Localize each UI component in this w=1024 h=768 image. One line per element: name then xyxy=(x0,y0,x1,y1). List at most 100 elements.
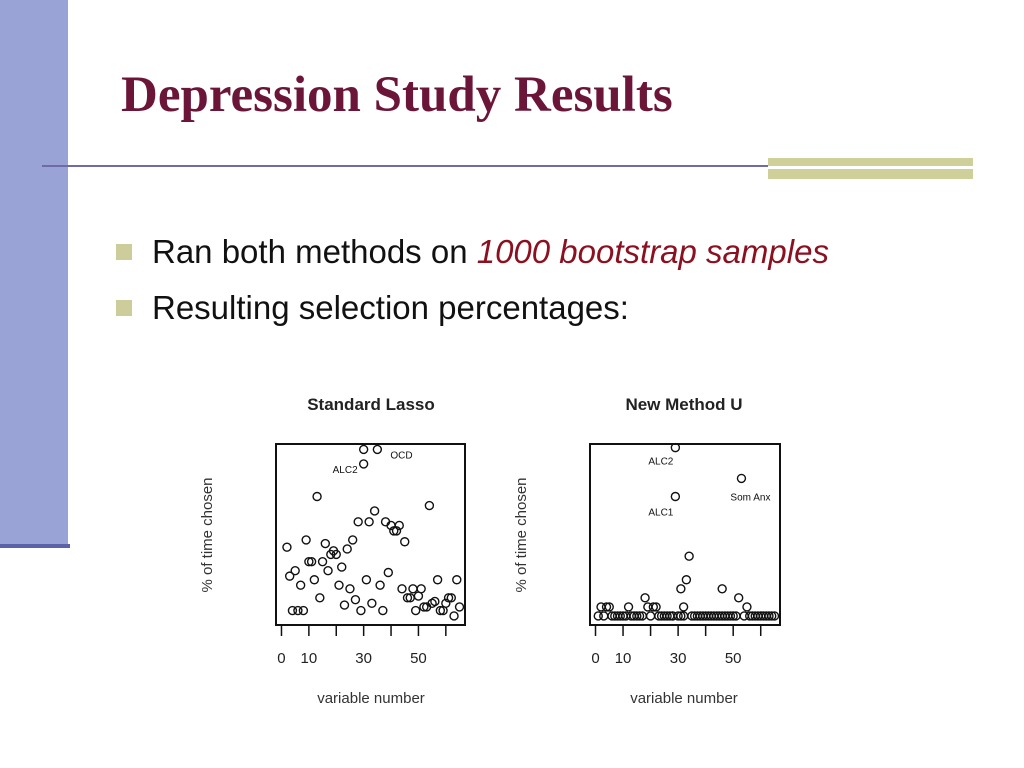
x-tick-label: 30 xyxy=(670,650,687,667)
data-point xyxy=(452,575,462,585)
data-point xyxy=(681,575,692,585)
bullet-item: Ran both methods on 1000 bootstrap sampl… xyxy=(116,230,829,286)
data-point xyxy=(667,611,678,621)
data-point xyxy=(337,562,347,572)
plot-frame xyxy=(589,443,781,626)
data-point xyxy=(684,551,694,561)
data-point xyxy=(312,491,322,502)
data-point xyxy=(383,567,394,578)
title-divider xyxy=(42,165,972,167)
x-tick-label: 10 xyxy=(301,650,318,667)
data-point xyxy=(410,605,421,616)
data-point xyxy=(315,593,325,603)
bullet-text: Resulting selection percentages: xyxy=(152,289,629,326)
data-point xyxy=(317,556,328,567)
data-point xyxy=(736,473,747,484)
data-point xyxy=(441,598,451,608)
left-accent-bar-shadow xyxy=(0,544,70,548)
data-point xyxy=(670,491,681,502)
data-point xyxy=(733,593,744,603)
y-axis-label: % of time chosen xyxy=(513,477,530,592)
point-annotation: ALC2 xyxy=(333,465,358,476)
chart-title: New Method U xyxy=(625,395,742,414)
data-point xyxy=(358,444,369,455)
data-point xyxy=(369,506,380,516)
data-point xyxy=(284,571,295,581)
data-point xyxy=(725,611,736,621)
data-point xyxy=(304,556,314,567)
data-point xyxy=(301,535,311,545)
data-point xyxy=(662,611,672,621)
data-point xyxy=(670,442,681,453)
bullet-list: Ran both methods on 1000 bootstrap sampl… xyxy=(116,230,829,342)
data-point xyxy=(640,593,650,603)
data-point xyxy=(358,459,369,469)
data-point xyxy=(342,544,352,554)
data-point xyxy=(295,580,306,590)
data-point xyxy=(389,526,399,536)
data-point xyxy=(375,580,385,590)
data-point xyxy=(769,611,780,621)
data-point xyxy=(678,602,689,612)
left-accent-bar xyxy=(0,0,68,547)
bullet-text: Ran both methods on xyxy=(152,233,477,270)
data-point xyxy=(364,517,374,527)
data-point xyxy=(397,584,407,594)
data-point xyxy=(353,517,363,527)
x-tick-label: 0 xyxy=(591,650,599,667)
data-point xyxy=(604,602,614,612)
data-point xyxy=(408,584,418,594)
data-point xyxy=(432,575,443,585)
chart-title: Standard Lasso xyxy=(307,395,435,414)
data-point xyxy=(416,584,426,594)
data-point xyxy=(430,596,440,607)
data-point xyxy=(367,598,377,608)
point-annotation: OCD xyxy=(390,450,412,461)
data-point xyxy=(350,594,361,605)
data-point xyxy=(306,556,317,567)
data-point xyxy=(632,611,642,621)
data-point xyxy=(339,600,350,610)
data-point xyxy=(293,605,303,616)
data-point xyxy=(601,602,612,612)
point-annotation: Som Anx xyxy=(730,492,770,503)
data-point xyxy=(446,593,457,603)
data-point xyxy=(282,542,292,552)
data-point xyxy=(673,611,683,621)
data-point xyxy=(298,605,309,616)
data-point xyxy=(391,526,402,536)
data-point xyxy=(717,584,727,594)
x-tick-label: 0 xyxy=(277,650,285,667)
data-point xyxy=(290,566,300,576)
square-bullet-icon xyxy=(116,300,132,316)
data-point xyxy=(419,602,429,612)
data-point xyxy=(394,520,404,531)
data-point xyxy=(449,611,459,621)
data-point xyxy=(309,575,320,585)
data-point xyxy=(320,538,331,549)
slide-title: Depression Study Results xyxy=(121,67,673,123)
data-point xyxy=(435,605,446,616)
data-point xyxy=(623,602,634,612)
data-point xyxy=(599,611,609,621)
data-point xyxy=(372,444,383,455)
point-annotation: ALC2 xyxy=(648,457,673,468)
data-point xyxy=(634,611,645,621)
plot-frame xyxy=(275,443,466,626)
data-point xyxy=(728,611,738,621)
data-point xyxy=(402,593,413,603)
x-tick-label: 30 xyxy=(355,650,372,667)
data-point xyxy=(645,611,656,621)
data-point xyxy=(345,584,355,594)
data-point xyxy=(764,611,774,621)
x-tick-label: 50 xyxy=(725,650,742,667)
y-axis-label: % of time chosen xyxy=(199,477,216,592)
data-point xyxy=(651,602,661,612)
data-point xyxy=(443,593,454,603)
data-point xyxy=(356,605,366,616)
data-point xyxy=(287,605,298,616)
data-point xyxy=(347,535,358,545)
accent-stripe xyxy=(768,166,973,169)
data-point xyxy=(648,602,659,612)
